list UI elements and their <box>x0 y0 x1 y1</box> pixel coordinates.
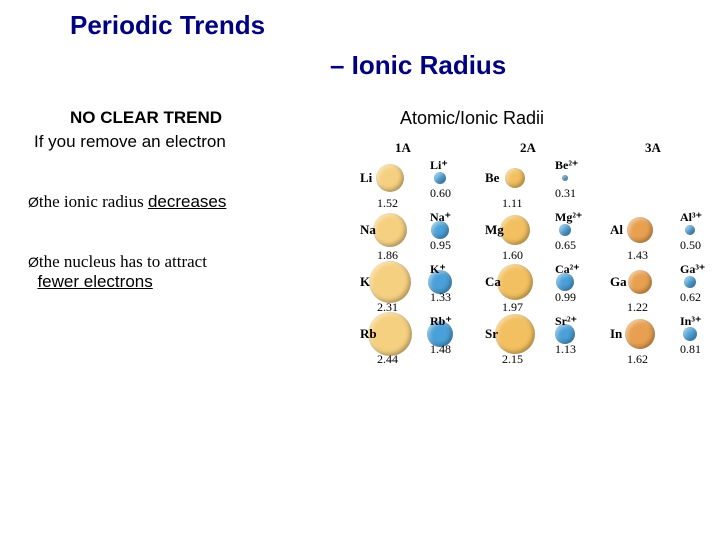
ion-circle <box>683 327 697 341</box>
ion-radius-value: 0.99 <box>555 290 576 305</box>
ion-radius-value: 0.95 <box>430 238 451 253</box>
atom-radius-value: 1.60 <box>502 248 523 263</box>
bullet-1: Øthe ionic radius decreases <box>28 192 226 212</box>
ion-circle <box>684 276 696 288</box>
ion-circle <box>434 172 446 184</box>
atom-radius-value: 1.52 <box>377 196 398 211</box>
ion-radius-value: 0.50 <box>680 238 701 253</box>
column-head: 3A <box>645 140 661 156</box>
atom-symbol: Li <box>360 170 372 186</box>
ion-radius-value: 1.13 <box>555 342 576 357</box>
atom-symbol: Na <box>360 222 376 238</box>
atom-symbol: Be <box>485 170 499 186</box>
ion-radius-value: 0.60 <box>430 186 451 201</box>
ion-circle <box>559 224 571 236</box>
atom-circle <box>625 319 655 349</box>
ion-symbol: Be²⁺ <box>555 158 578 173</box>
atom-circle <box>376 164 404 192</box>
atom-radius-value: 1.43 <box>627 248 648 263</box>
atom-radius-value: 2.44 <box>377 352 398 367</box>
bullet-1-pre: the ionic radius <box>39 192 148 211</box>
atom-circle <box>627 217 653 243</box>
atom-symbol: Mg <box>485 222 504 238</box>
ion-symbol: Al³⁺ <box>680 210 702 225</box>
ion-circle <box>562 175 568 181</box>
ion-radius-value: 0.65 <box>555 238 576 253</box>
atom-circle <box>505 168 525 188</box>
ion-symbol: In³⁺ <box>680 314 701 329</box>
atom-circle <box>500 215 530 245</box>
ion-symbol: Li⁺ <box>430 158 448 173</box>
diagram-title: Atomic/Ionic Radii <box>400 108 544 129</box>
bullet-2-pre: the nucleus has to attract <box>39 252 207 271</box>
atom-symbol: Rb <box>360 326 377 342</box>
ion-radius-value: 0.81 <box>680 342 701 357</box>
ion-symbol: Ca²⁺ <box>555 262 580 277</box>
atom-radius-value: 1.97 <box>502 300 523 315</box>
ion-radius-value: 0.62 <box>680 290 701 305</box>
column-head: 1A <box>395 140 411 156</box>
ion-symbol: Mg²⁺ <box>555 210 582 225</box>
ion-radius-value: 1.33 <box>430 290 451 305</box>
atom-symbol: K <box>360 274 370 290</box>
atom-symbol: Al <box>610 222 623 238</box>
ion-circle <box>685 225 695 235</box>
ion-symbol: Sr²⁺ <box>555 314 577 329</box>
ion-radius-value: 1.48 <box>430 342 451 357</box>
bullet-2-underline: fewer electrons <box>37 272 152 291</box>
bullet-2: Øthe nucleus has to attract fewer electr… <box>28 252 207 292</box>
column-head: 2A <box>520 140 536 156</box>
atom-symbol: Ga <box>610 274 627 290</box>
atom-circle <box>369 261 411 303</box>
atom-radius-value: 1.11 <box>502 196 523 211</box>
title-main: Periodic Trends <box>70 10 265 41</box>
if-remove-text: If you remove an electron <box>34 132 226 152</box>
atom-radius-value: 1.22 <box>627 300 648 315</box>
atom-symbol: Ca <box>485 274 501 290</box>
atom-circle <box>497 264 533 300</box>
bullet-arrow-icon: Ø <box>28 194 39 210</box>
ion-symbol: Ga³⁺ <box>680 262 705 277</box>
atom-circle <box>628 270 652 294</box>
bullet-arrow-icon: Ø <box>28 254 39 270</box>
atom-radius-value: 2.15 <box>502 352 523 367</box>
atom-symbol: Sr <box>485 326 498 342</box>
no-clear-trend-text: NO CLEAR TREND <box>70 108 222 128</box>
ion-radius-value: 0.31 <box>555 186 576 201</box>
bullet-1-underline: decreases <box>148 192 226 211</box>
atom-radius-value: 1.62 <box>627 352 648 367</box>
atom-circle <box>373 213 407 247</box>
ion-symbol: Na⁺ <box>430 210 451 225</box>
ion-symbol: K⁺ <box>430 262 446 277</box>
title-sub: – Ionic Radius <box>330 50 506 81</box>
atom-symbol: In <box>610 326 622 342</box>
ion-symbol: Rb⁺ <box>430 314 452 329</box>
atom-circle <box>495 314 535 354</box>
